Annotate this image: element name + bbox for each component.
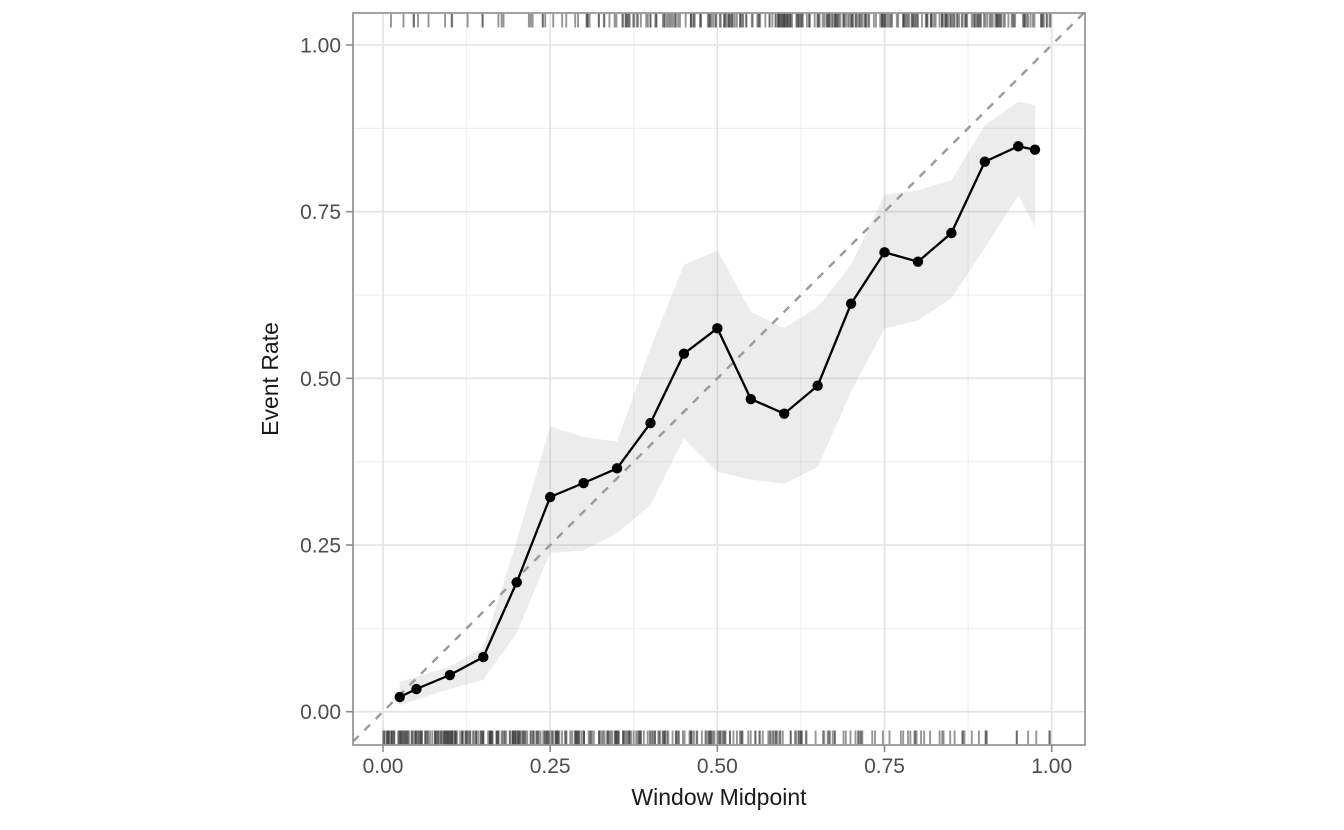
data-point [745, 393, 756, 405]
confidence-ribbon [399, 101, 1035, 705]
data-point [946, 227, 957, 239]
y-tick-label: 0.25 [300, 535, 341, 558]
x-tick-label: 0.50 [697, 755, 738, 778]
data-point [1013, 141, 1024, 152]
data-point [779, 408, 790, 419]
x-tick-label: 0.00 [363, 755, 404, 778]
data-point [678, 348, 690, 359]
y-tick-label: 0.75 [300, 201, 341, 224]
y-tick-label: 1.00 [300, 35, 341, 58]
data-point [712, 323, 723, 334]
x-tick-labels: 0.00 0.25 0.50 0.75 1.00 [363, 755, 1073, 778]
data-point [544, 491, 556, 503]
data-point [645, 417, 656, 429]
confidence-band [399, 101, 1035, 705]
data-point [912, 256, 924, 267]
data-point [444, 669, 456, 681]
identity-dashed-line [352, 12, 1085, 743]
major-gridlines [353, 13, 1085, 745]
data-point [845, 298, 857, 309]
x-tick-label: 0.25 [530, 755, 571, 778]
data-point [1029, 144, 1041, 155]
x-tick-label: 1.00 [1031, 755, 1072, 778]
data-point [879, 247, 890, 258]
data-point [478, 651, 489, 663]
axis-ticks [346, 44, 1053, 752]
x-axis-title: Window Midpoint [631, 784, 807, 810]
data-point [411, 683, 422, 695]
data-point [511, 577, 522, 588]
data-point [979, 156, 991, 167]
rug-top [390, 13, 1052, 28]
x-tick-label: 0.75 [864, 755, 905, 778]
rug-bottom [382, 730, 1051, 745]
data-point [611, 463, 623, 474]
identity-line [352, 12, 1085, 743]
data-points [394, 141, 1041, 703]
data-point [578, 477, 589, 489]
y-tick-label: 0.50 [300, 368, 341, 391]
y-axis-title: Event Rate [257, 322, 283, 436]
data-point [394, 691, 405, 703]
y-tick-labels: 0.00 0.25 0.50 0.75 1.00 [300, 35, 341, 725]
y-tick-label: 0.00 [300, 701, 341, 724]
data-point [812, 380, 823, 391]
